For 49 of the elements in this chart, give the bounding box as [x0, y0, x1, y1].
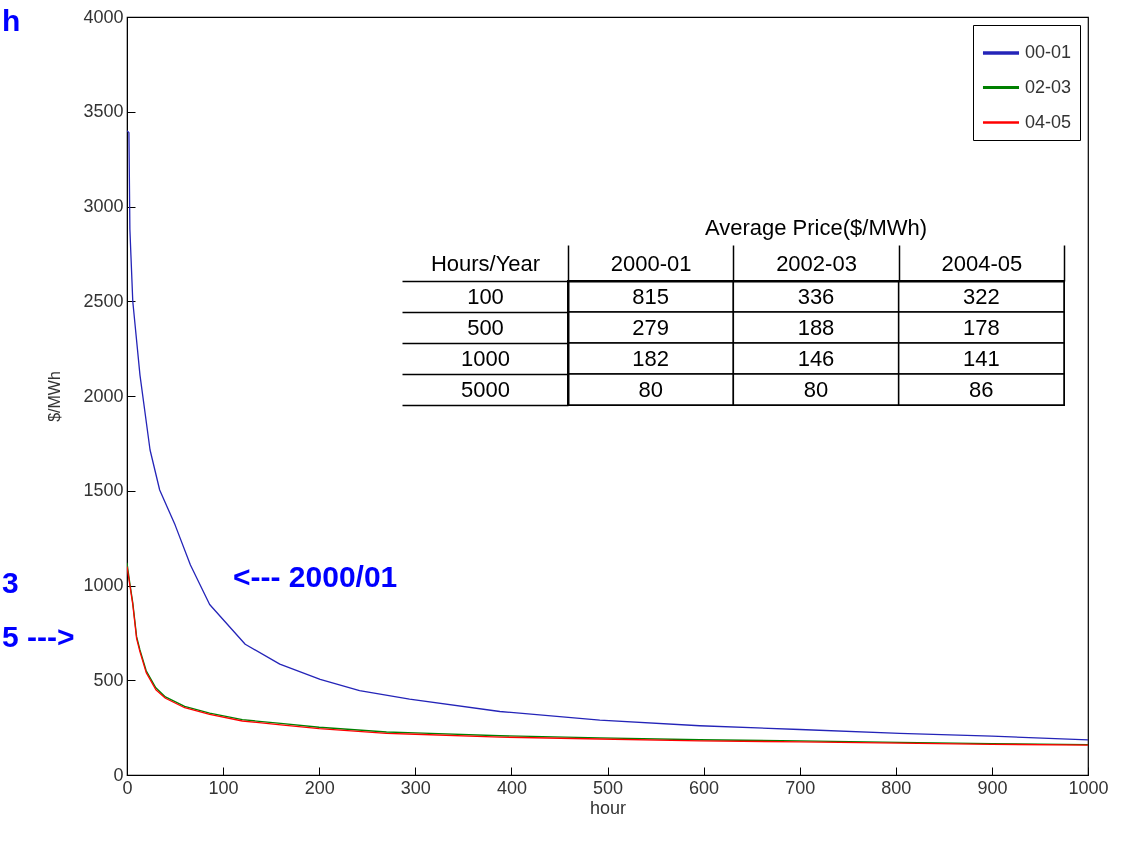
legend-label: 02-03 [1025, 76, 1072, 97]
x-tick-label: 2002-03 [776, 250, 857, 276]
data-label: 80 [803, 376, 829, 402]
x-tick-label: 600 [689, 777, 720, 798]
x-tick-label: 100 [208, 777, 239, 798]
data-label: 141 [962, 345, 1000, 371]
text: 3 [2, 566, 19, 600]
y-tick-label: 500 [467, 315, 504, 340]
y-axis-title: Hours/Year [430, 250, 541, 276]
y-tick-label: 0 [113, 764, 124, 785]
y-tick-label: 2000 [83, 385, 124, 406]
data-label: 86 [969, 376, 994, 402]
y-tick-label: 1000 [461, 346, 510, 371]
x-axis-title: hour [589, 797, 627, 818]
x-tick-label: 400 [496, 777, 527, 798]
data-label: 815 [632, 283, 670, 309]
data-label: 336 [797, 283, 835, 309]
y-axis-title: $/MWh [46, 371, 64, 422]
y-tick-label: 5000 [461, 377, 510, 402]
x-tick-label: 500 [592, 777, 624, 798]
x-tick-label: 2000-01 [610, 250, 692, 276]
y-tick-label: 4000 [83, 6, 124, 27]
y-tick-label: 2500 [83, 290, 124, 311]
x-tick-label: 700 [785, 777, 816, 798]
data-label: 279 [632, 314, 670, 340]
x-tick-label: 800 [881, 777, 912, 798]
text: 5 ---> [2, 620, 75, 654]
data-label: 178 [962, 314, 1000, 340]
data-label: 146 [797, 345, 835, 371]
data-label: 188 [797, 314, 835, 340]
x-tick-label: 900 [977, 777, 1008, 798]
y-tick-label: 1000 [83, 575, 124, 595]
data-label: 80 [638, 376, 663, 402]
y-tick-label: 1500 [83, 480, 124, 501]
x-tick-label: 1000 [1068, 777, 1109, 798]
chart-title: Average Price($/MWh) [704, 215, 928, 241]
text: h [2, 4, 21, 38]
x-tick-label: 2004-05 [941, 250, 1023, 276]
y-tick-label: 3500 [83, 101, 124, 122]
annotation: <--- 2000/01 [233, 560, 398, 594]
legend-label: 04-05 [1025, 111, 1072, 132]
data-label: 322 [962, 283, 1000, 309]
y-tick-label: 500 [93, 669, 124, 690]
legend-label: 00-01 [1025, 42, 1072, 62]
data-label: 182 [632, 345, 670, 371]
y-tick-label: 3000 [83, 196, 124, 216]
x-tick-label: 300 [400, 777, 431, 798]
y-tick-label: 100 [467, 284, 504, 309]
x-tick-label: 200 [304, 777, 335, 798]
